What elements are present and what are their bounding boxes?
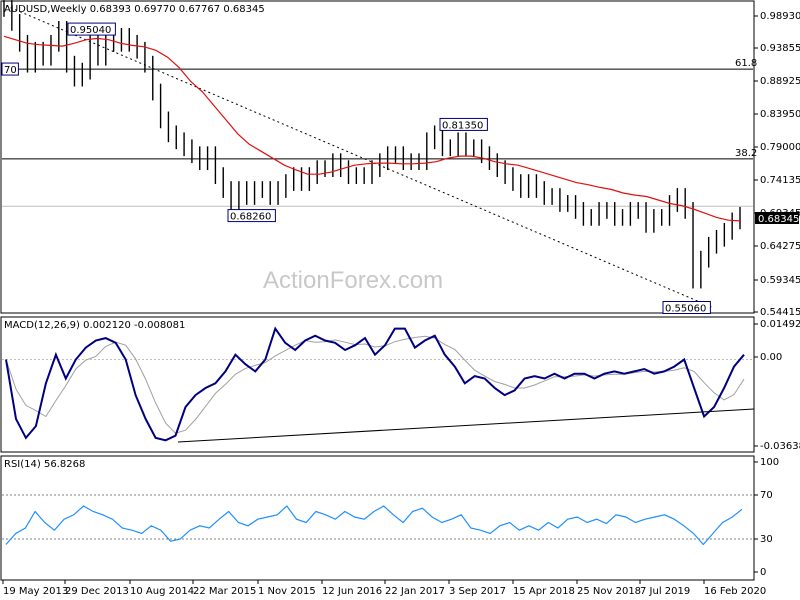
price-y-tick-label: 0.64275 (760, 241, 800, 252)
macd-y-tick-label: 0.00 (760, 352, 782, 363)
x-tick-label: 1 Nov 2015 (258, 586, 316, 597)
fib-level-label: 61.8 (735, 58, 757, 69)
x-tick-label: 22 Jan 2017 (385, 586, 445, 597)
macd-signal-line (5, 335, 745, 434)
rsi-panel-title: RSI(14) 56.8268 (4, 459, 85, 470)
price-annotation-box (67, 22, 116, 36)
x-tick-label: 29 Dec 2013 (65, 586, 129, 597)
price-annotation: 70 (4, 65, 17, 76)
x-tick-label: 25 Nov 2018 (577, 586, 641, 597)
moving-average-series (3, 35, 741, 222)
x-tick-label: 19 May 2013 (3, 586, 68, 597)
moving-average-line (3, 35, 741, 222)
price-panel-title: AUDUSD,Weekly 0.68393 0.69770 0.67767 0.… (4, 4, 265, 15)
price-panel-frame (0, 0, 755, 314)
macd-panel-title: MACD(12,26,9) 0.002120 -0.008081 (4, 320, 185, 331)
rsi-y-tick-label: 0 (760, 567, 766, 578)
rsi-panel-frame (0, 455, 755, 581)
price-y-tick-label: 0.74135 (760, 175, 800, 186)
last-price-badge (755, 212, 799, 224)
down-trendline (5, 5, 713, 308)
price-annotation-box (662, 301, 711, 315)
price-series (3, 0, 741, 289)
last-price-label: 0.68345 (758, 214, 799, 225)
x-tick-label: 12 Jun 2016 (322, 586, 382, 597)
price-annotation: 0.68260 (230, 212, 271, 223)
macd-line (5, 326, 745, 442)
rsi-y-tick-label: 70 (760, 490, 773, 501)
price-annotation-box (227, 209, 276, 223)
x-tick-label: 10 Aug 2014 (130, 586, 194, 597)
x-tick-label: 15 Apr 2018 (513, 586, 575, 597)
price-y-tick-label: 0.93855 (760, 43, 800, 54)
price-annotation-box (1, 62, 19, 76)
rsi-y-tick-label: 30 (760, 534, 773, 545)
macd-panel-frame (0, 316, 755, 453)
rsi-series (5, 505, 743, 546)
rsi-line (5, 505, 743, 546)
price-y-tick-label: 0.54415 (760, 307, 800, 318)
macd-y-tick-label: -0.036389 (760, 441, 800, 452)
rsi-y-tick-label: 100 (760, 457, 779, 468)
price-y-tick-label: 0.88925 (760, 76, 800, 87)
x-tick-label: 22 Mar 2015 (193, 586, 256, 597)
price-y-tick-label: 0.59345 (760, 275, 800, 286)
price-annotation: 0.55060 (665, 304, 706, 315)
x-tick-label: 16 Feb 2020 (704, 586, 766, 597)
price-y-tick-label: 0.98930 (760, 11, 800, 22)
price-annotation: 0.81350 (442, 120, 483, 131)
price-annotation: 0.95040 (70, 25, 111, 36)
grid-lines (2, 5, 753, 540)
fib-level-label: 38.2 (735, 148, 757, 159)
price-y-tick-label: 0.83950 (760, 109, 800, 120)
macd-series (5, 326, 755, 443)
price-annotation-box (439, 117, 488, 131)
x-tick-label: 7 Jul 2019 (640, 586, 690, 597)
macd-y-tick-label: 0.014925 (760, 319, 800, 330)
axis-labels: 0.98930 0.93855 0.88925 0.83950 0.79000 0.741… (1, 11, 800, 597)
price-y-tick-label: 0.79000 (760, 142, 800, 153)
watermark: ActionForex.com (263, 267, 443, 294)
macd-support-line (177, 408, 755, 443)
x-tick-label: 3 Sep 2017 (449, 586, 506, 597)
